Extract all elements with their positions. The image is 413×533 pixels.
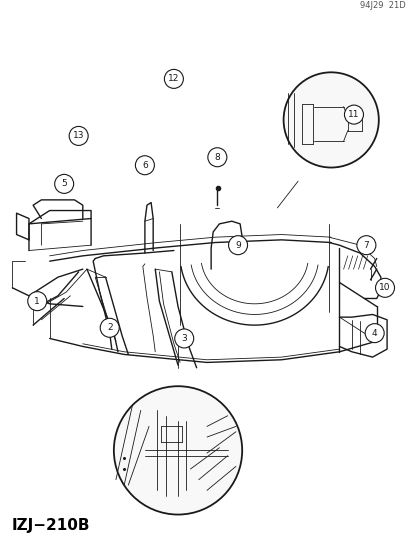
Circle shape: [69, 126, 88, 146]
Text: 3: 3: [181, 334, 187, 343]
Text: 8: 8: [214, 153, 220, 161]
Circle shape: [283, 72, 378, 167]
Circle shape: [228, 236, 247, 255]
Text: 12: 12: [168, 75, 179, 83]
Circle shape: [356, 236, 375, 255]
Text: 4: 4: [371, 329, 377, 337]
Circle shape: [114, 386, 242, 514]
Circle shape: [164, 69, 183, 88]
Circle shape: [207, 148, 226, 167]
Text: 10: 10: [378, 284, 390, 292]
Circle shape: [55, 174, 74, 193]
Text: 94J29  21D: 94J29 21D: [359, 1, 405, 10]
Circle shape: [28, 292, 47, 311]
Text: 6: 6: [142, 161, 147, 169]
Circle shape: [135, 156, 154, 175]
Circle shape: [364, 324, 383, 343]
Text: IZJ−210B: IZJ−210B: [12, 518, 90, 533]
Text: 1: 1: [34, 297, 40, 305]
Circle shape: [100, 318, 119, 337]
Text: 9: 9: [235, 241, 240, 249]
Circle shape: [375, 278, 394, 297]
Circle shape: [344, 105, 363, 124]
Circle shape: [174, 329, 193, 348]
Text: 11: 11: [347, 110, 359, 119]
Text: 5: 5: [61, 180, 67, 188]
Text: 2: 2: [107, 324, 112, 332]
Text: 7: 7: [363, 241, 368, 249]
Text: 13: 13: [73, 132, 84, 140]
